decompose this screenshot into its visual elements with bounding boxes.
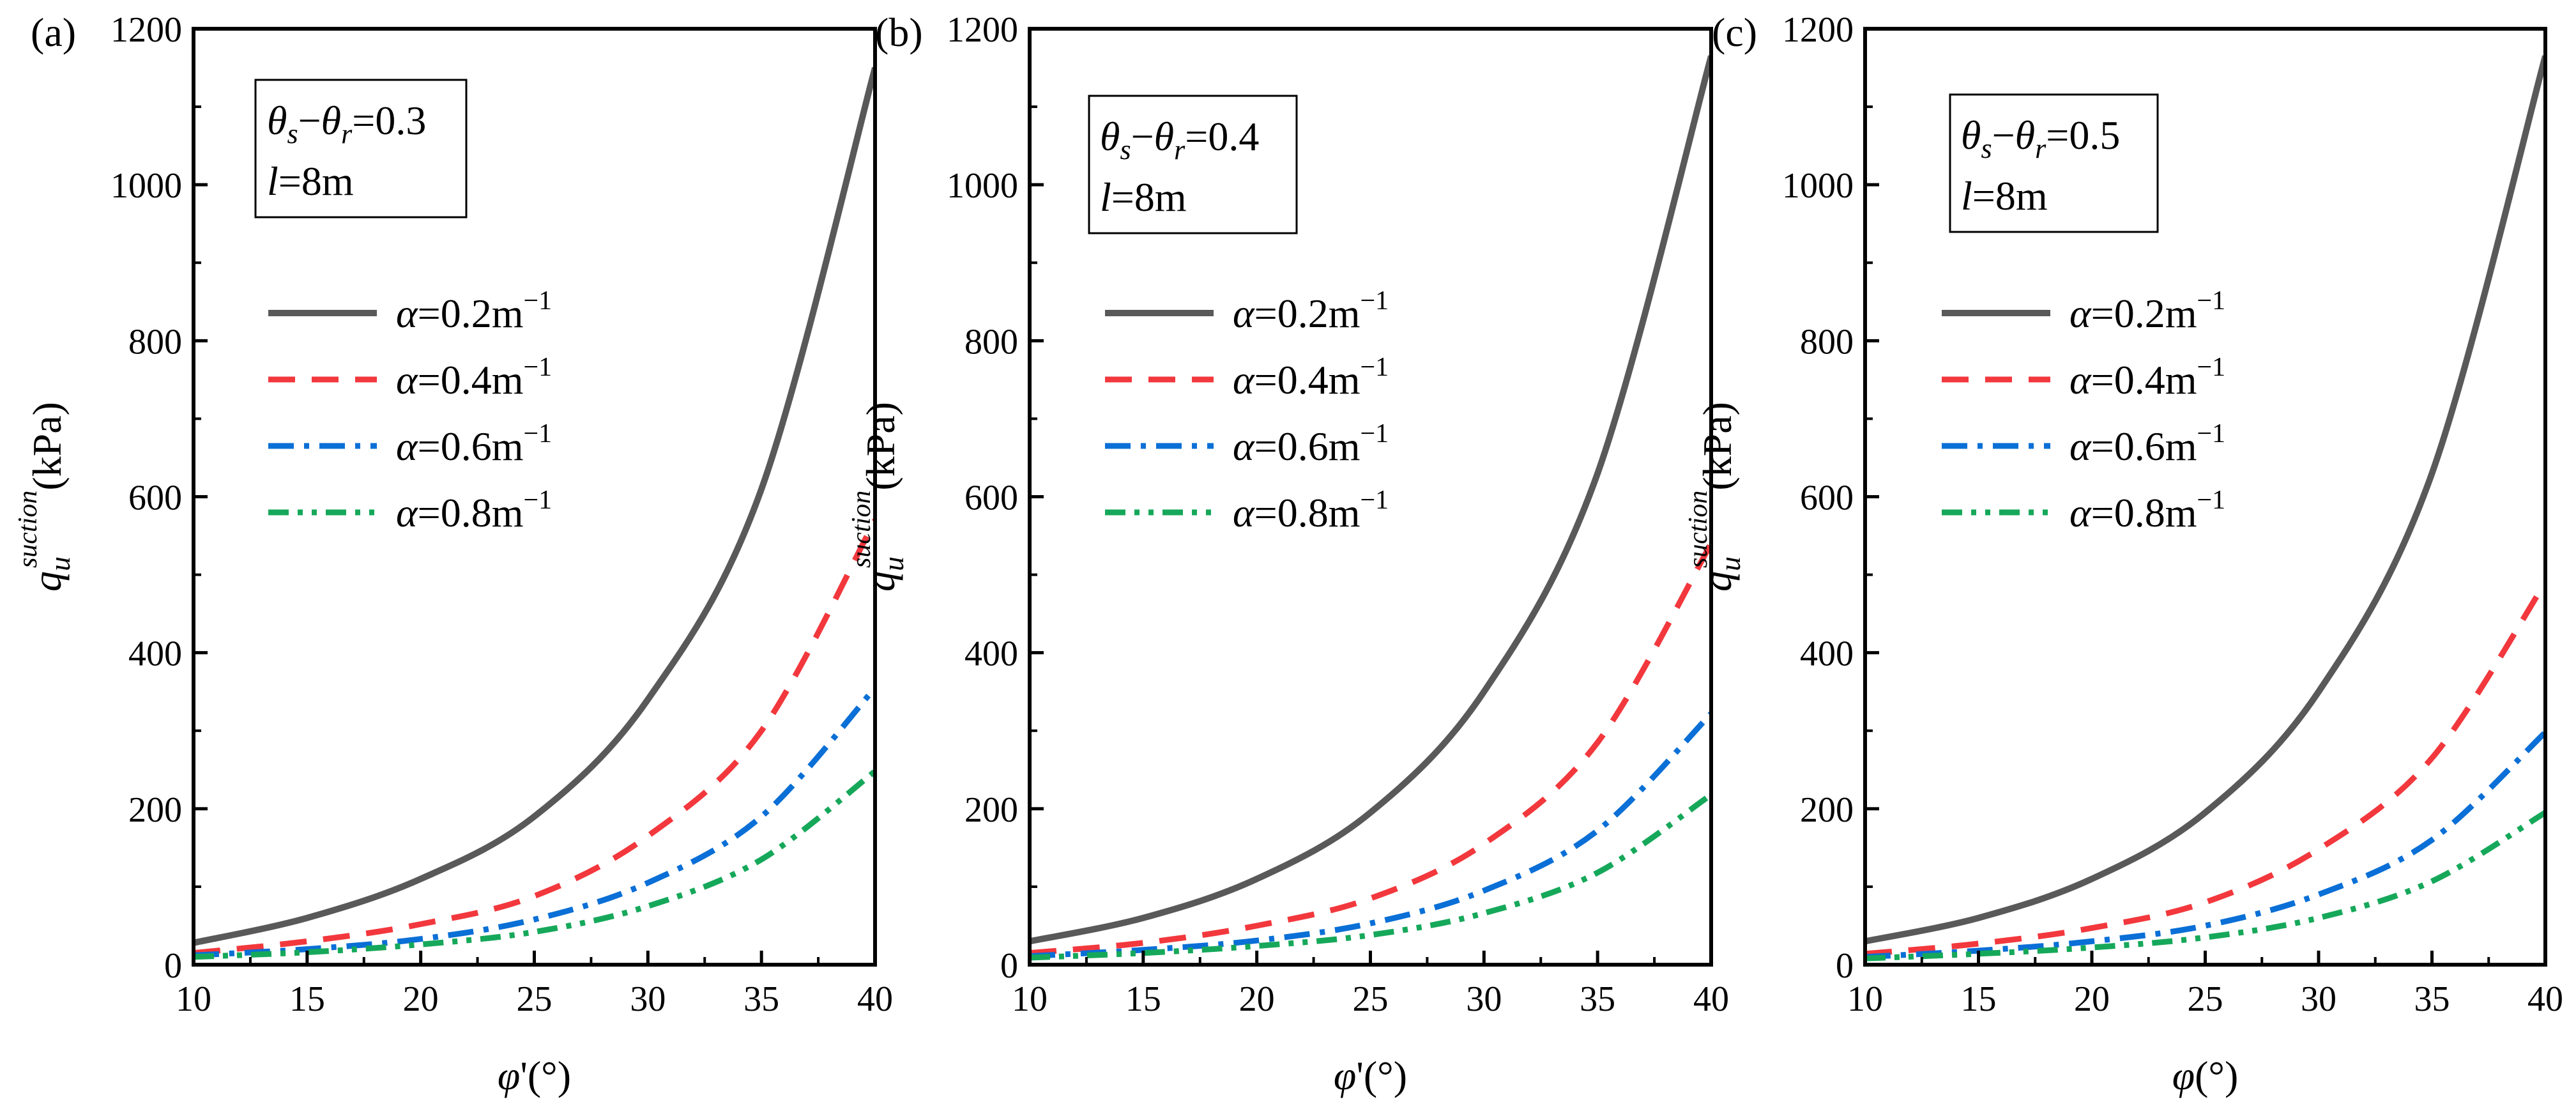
y-axis-label: qusuction(kPa) [13, 402, 76, 592]
panel-a: (a) θs−θr=0.3 l=8m 10 15 20 25 30 35 400200400… [13, 10, 893, 1098]
series-line-2 [194, 518, 875, 956]
x-tick-label: 20 [403, 979, 439, 1019]
legend-label-2: α=0.4m−1 [1233, 353, 1389, 402]
y-tick-label: 0 [164, 946, 182, 986]
annotation-theta: θs−θr=0.3 [267, 98, 426, 149]
y-tick-label: 1000 [111, 166, 182, 206]
x-tick-label: 30 [2301, 979, 2336, 1019]
series-line-2 [1030, 542, 1711, 956]
legend-label-1: α=0.2m−1 [396, 286, 552, 336]
panel-label: (b) [875, 10, 923, 55]
x-tick-label: 10 [176, 979, 211, 1019]
y-tick-label: 800 [964, 322, 1018, 362]
annotation-length: l=8m [1100, 174, 1187, 220]
panel-label: (c) [1712, 10, 1757, 55]
y-axis-label: qusuction(kPa) [1684, 402, 1746, 592]
x-tick-label: 20 [2074, 979, 2110, 1019]
annotation-box: θs−θr=0.5 l=8m [1949, 93, 2159, 233]
y-tick-label: 1000 [947, 166, 1018, 206]
x-tick-label: 25 [1353, 979, 1389, 1019]
annotation-theta: θs−θr=0.4 [1100, 114, 1259, 165]
series-line-3 [194, 686, 875, 958]
y-tick-label: 200 [964, 790, 1018, 830]
y-tick-label: 1200 [111, 10, 182, 50]
series-line-3 [1030, 711, 1711, 960]
legend-label-4: α=0.8m−1 [396, 486, 552, 535]
x-tick-label: 10 [1012, 979, 1048, 1019]
x-axis-label: φ(°) [2172, 1053, 2239, 1098]
y-axis-label: qusuction(kPa) [847, 402, 910, 592]
panel-b: (b) θs−θr=0.4 l=8m 10 15 20 25 30 35 400200400… [847, 10, 1729, 1098]
x-tick-label: 20 [1239, 979, 1275, 1019]
y-tick-label: 0 [1836, 946, 1854, 986]
x-tick-label: 15 [1125, 979, 1161, 1019]
annotation-length: l=8m [267, 158, 354, 204]
series-line-1 [1030, 55, 1711, 945]
series-line-4 [194, 769, 875, 960]
x-tick-label: 15 [1961, 979, 1997, 1019]
y-tick-label: 600 [1800, 479, 1854, 518]
x-tick-label: 10 [1847, 979, 1883, 1019]
x-tick-label: 25 [517, 979, 553, 1019]
panel-c: (c) θs−θr=0.5 l=8m 10 15 20 25 30 35 400200400… [1684, 10, 2563, 1098]
x-tick-label: 40 [1693, 979, 1729, 1019]
legend-label-1: α=0.2m−1 [1233, 286, 1389, 336]
series-group [1030, 55, 1711, 961]
legend-label-4: α=0.8m−1 [2069, 486, 2225, 535]
y-tick-label: 1200 [947, 10, 1018, 50]
legend-label-3: α=0.6m−1 [1233, 419, 1389, 469]
legend-label-2: α=0.4m−1 [2069, 353, 2225, 402]
legend-label-4: α=0.8m−1 [1233, 486, 1389, 535]
series-line-1 [194, 66, 875, 946]
legend-label-3: α=0.6m−1 [396, 419, 552, 469]
y-tick-label: 800 [128, 322, 182, 362]
series-group [1865, 55, 2545, 962]
series-group [194, 66, 875, 960]
x-tick-label: 30 [1466, 979, 1502, 1019]
x-tick-label: 35 [1580, 979, 1615, 1019]
annotation-length: l=8m [1961, 173, 2048, 218]
x-tick-label: 30 [630, 979, 666, 1019]
x-axis-label: φ'(°) [498, 1053, 571, 1098]
y-tick-label: 1000 [1782, 166, 1854, 206]
y-tick-label: 600 [964, 479, 1018, 518]
annotation-box: θs−θr=0.4 l=8m [1088, 95, 1298, 234]
x-tick-label: 40 [857, 979, 893, 1019]
y-tick-label: 200 [1800, 790, 1854, 830]
series-line-3 [1865, 730, 2545, 960]
x-axis-label: φ'(°) [1334, 1053, 1407, 1098]
y-tick-label: 0 [1000, 946, 1018, 986]
x-tick-label: 15 [289, 979, 325, 1019]
x-tick-label: 40 [2527, 979, 2563, 1019]
y-tick-label: 400 [1800, 634, 1854, 674]
x-tick-label: 35 [2414, 979, 2450, 1019]
legend-label-3: α=0.6m−1 [2069, 419, 2225, 469]
y-tick-label: 600 [128, 479, 182, 518]
annotation-theta: θs−θr=0.5 [1961, 112, 2120, 164]
x-tick-label: 25 [2188, 979, 2223, 1019]
y-tick-label: 800 [1800, 322, 1854, 362]
legend-label-1: α=0.2m−1 [2069, 286, 2225, 336]
panel-label: (a) [31, 10, 76, 55]
series-line-1 [1865, 55, 2545, 945]
x-tick-label: 35 [743, 979, 779, 1019]
annotation-box: θs−θr=0.3 l=8m [254, 79, 468, 218]
y-tick-label: 1200 [1782, 10, 1854, 50]
y-tick-label: 400 [964, 634, 1018, 674]
series-line-4 [1030, 792, 1711, 961]
series-line-2 [1865, 581, 2545, 957]
y-tick-label: 200 [128, 790, 182, 830]
y-tick-label: 400 [128, 634, 182, 674]
series-line-4 [1865, 810, 2545, 962]
legend-label-2: α=0.4m−1 [396, 353, 552, 402]
